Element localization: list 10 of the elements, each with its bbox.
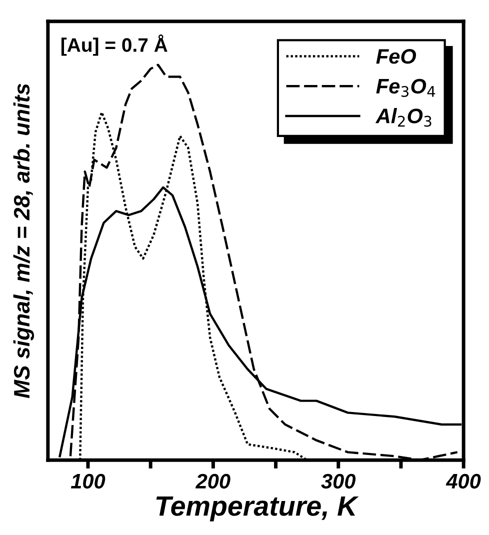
legend-label: Al$_{2}$O$_{3}$ (375, 108, 432, 127)
x-tick-label: 300 (321, 474, 356, 489)
legend-label: Fe$_{3}$O$_{4}$ (376, 78, 436, 98)
x-tick-label: 400 (446, 474, 481, 489)
x-axis-title: Temperature, K (156, 496, 359, 522)
legend-label: FeO (376, 49, 416, 64)
x-tick-label: 200 (195, 474, 230, 489)
text: [Au] = 0.7 Å (61, 34, 168, 56)
x-tick-label: 100 (70, 474, 106, 489)
y-axis-title: MS signal, m/z = 28, arb. units (13, 84, 34, 398)
